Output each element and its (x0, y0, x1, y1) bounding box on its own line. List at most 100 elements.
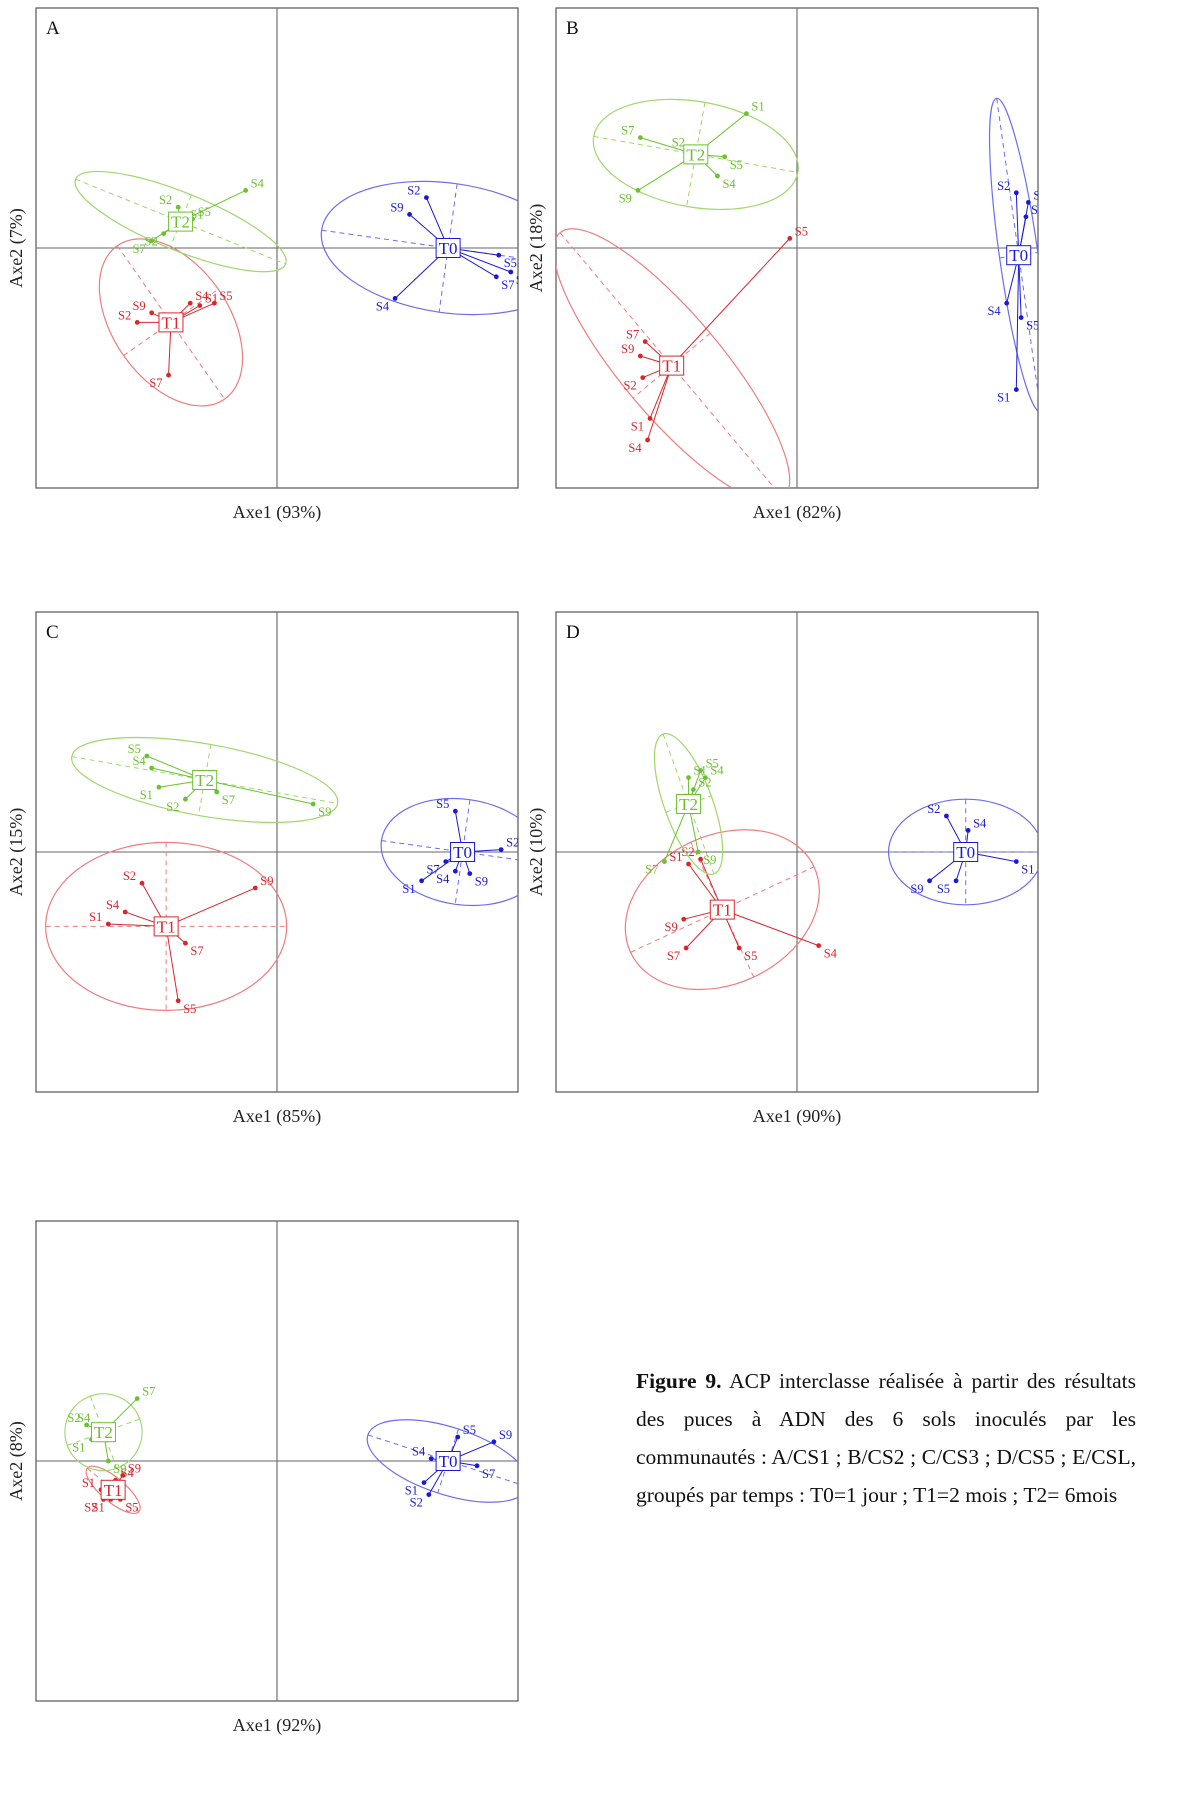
pca-chart-svg: S2S9S7S4S5S1T0S7S9S2S1S4S5T1S1S7S2S5S4S9… (526, 7, 1039, 523)
data-point (927, 878, 932, 884)
group-label: T0 (453, 843, 472, 862)
group-center-box (153, 916, 179, 937)
point-label: S9 (132, 299, 145, 313)
point-label: S9 (619, 191, 632, 205)
group-label: T1 (713, 901, 732, 920)
group-center-box (435, 1451, 461, 1471)
data-point (149, 238, 155, 244)
star-link (1018, 255, 1022, 318)
data-point (252, 885, 258, 891)
x-axis-title: Axe1 (93%) (233, 502, 321, 523)
point-label: S2 (410, 1496, 423, 1510)
star-link (165, 926, 179, 1001)
point-label: S1 (1021, 863, 1034, 877)
data-point (197, 303, 203, 308)
point-label: S9 (128, 1461, 141, 1475)
ellipse-minor-axis (996, 98, 1038, 413)
point-label: S7 (149, 376, 162, 390)
group-center-box (1006, 245, 1032, 266)
data-point (743, 111, 749, 116)
point-label: S1 (140, 788, 153, 802)
data-point (134, 320, 140, 325)
data-point (736, 945, 742, 951)
data-point (1013, 387, 1019, 392)
point-label: S7 (621, 124, 634, 138)
point-label: S7 (142, 1385, 155, 1399)
point-label: S1 (402, 882, 415, 896)
data-point (467, 871, 473, 876)
group-label: T2 (195, 771, 214, 790)
data-point (662, 859, 667, 864)
data-point (683, 945, 689, 951)
group-center-box (192, 770, 218, 790)
group-label: T2 (171, 213, 190, 232)
point-label: S7 (667, 949, 680, 963)
data-point (965, 828, 971, 833)
data-point (686, 775, 691, 780)
point-label: S1 (631, 419, 644, 433)
group-center-box (683, 144, 709, 165)
point-label: S9 (621, 342, 634, 356)
point-label: S4 (973, 816, 987, 830)
point-label: S2 (681, 845, 694, 859)
data-point (681, 916, 687, 922)
data-point (183, 796, 188, 802)
star-link (204, 779, 314, 805)
data-point (1004, 300, 1010, 306)
point-label: S1 (669, 850, 682, 864)
point-label: S9 (1033, 188, 1046, 202)
point-label: S4 (77, 1411, 91, 1425)
data-point (426, 1492, 432, 1497)
data-point (647, 416, 653, 421)
data-point (392, 296, 398, 301)
data-point (493, 274, 499, 280)
point-label: S4 (121, 1466, 135, 1480)
ellipse-major-axis (86, 1467, 140, 1512)
group-center-box (953, 842, 979, 862)
data-point (105, 1458, 111, 1464)
figure-caption: Figure 9. ACP interclasse réalisée à par… (636, 1362, 1136, 1514)
data-point (120, 1473, 126, 1478)
data-point (149, 765, 155, 771)
point-label: S4 (987, 304, 1001, 318)
pca-panel-e: S5 S9 S4 S7 S1 S2 T0 S9 S4 S1 S2 S1 S5 T1 S7 S2 S4 S1 S9 T2… (6, 1220, 519, 1751)
point-label: S5 (128, 742, 141, 756)
point-label: S5 (183, 1002, 196, 1016)
point-label: S9 (910, 882, 923, 896)
pca-panel-a: S2S9S4S5S7S1T0S4S1S5S9S2S7T1S4S2S5S1S2S7… (6, 7, 519, 538)
point-label: S4 (436, 872, 450, 886)
data-point (452, 808, 458, 814)
group-center-box (168, 211, 194, 232)
pca-panel-d: S2 S4 S1 S9 S5 T0 S2 S1 S9 S7 S5 S4 T1 S5 S1 S4 S2 S9 S7 T2… (526, 611, 1039, 1142)
point-label: S9 (318, 805, 331, 819)
data-point (214, 789, 220, 795)
star-link (1015, 192, 1020, 256)
data-point (144, 753, 150, 759)
data-point (637, 353, 643, 359)
point-label: S1 (190, 208, 203, 222)
point-label: S2 (624, 379, 637, 393)
data-point (84, 1422, 90, 1428)
data-point (187, 300, 193, 306)
point-label: S2 (407, 184, 420, 198)
point-label: S5 (937, 882, 950, 896)
point-label: S5 (219, 289, 232, 303)
data-point (787, 236, 793, 241)
y-axis-title: Axe2 (15%) (6, 808, 27, 896)
data-point (690, 787, 696, 792)
data-point (645, 437, 650, 443)
data-point (428, 1456, 434, 1461)
point-label: S5 (125, 1500, 138, 1514)
point-label: S5 (744, 949, 757, 963)
star-link (722, 909, 819, 947)
point-label: S7 (190, 944, 203, 958)
data-point (698, 768, 703, 773)
ellipse-minor-axis (632, 332, 711, 399)
data-point (944, 813, 949, 819)
data-point (715, 173, 720, 179)
group-label: T1 (162, 313, 181, 332)
pca-panel-c: S5 S2 S7 S4 S9 S1 T0 S2 S4 S9 S1 S7 S5 T1 S5 S4 S1 S2 S7 S9… (6, 611, 519, 1142)
point-label: S9 (260, 874, 273, 888)
